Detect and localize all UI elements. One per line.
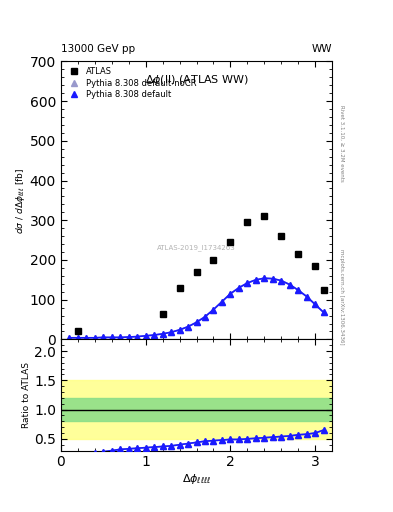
ATLAS [75, 328, 80, 334]
Pythia 8.308 default-noCR [211, 307, 216, 313]
Pythia 8.308 default [67, 335, 72, 341]
Pythia 8.308 default [296, 287, 301, 293]
Pythia 8.308 default [169, 329, 173, 335]
Pythia 8.308 default [270, 275, 275, 282]
Pythia 8.308 default [211, 307, 216, 313]
Pythia 8.308 default [253, 277, 258, 283]
Pythia 8.308 default [304, 293, 309, 300]
ATLAS [177, 285, 182, 291]
Pythia 8.308 default-noCR [313, 302, 318, 308]
Text: mcplots.cern.ch [arXiv:1306.3436]: mcplots.cern.ch [arXiv:1306.3436] [339, 249, 344, 345]
Pythia 8.308 default-noCR [287, 282, 292, 288]
Pythia 8.308 default [321, 309, 326, 315]
ATLAS [194, 269, 199, 275]
Line: Pythia 8.308 default: Pythia 8.308 default [66, 275, 327, 340]
Pythia 8.308 default-noCR [228, 291, 233, 297]
Pythia 8.308 default [109, 334, 114, 340]
Pythia 8.308 default [279, 278, 284, 284]
Pythia 8.308 default-noCR [262, 275, 266, 281]
Pythia 8.308 default-noCR [279, 278, 284, 284]
Pythia 8.308 default [127, 334, 131, 340]
Pythia 8.308 default [92, 335, 97, 341]
ATLAS [321, 287, 326, 293]
Pythia 8.308 default-noCR [185, 324, 190, 330]
Pythia 8.308 default-noCR [304, 293, 309, 300]
Pythia 8.308 default [84, 335, 89, 341]
Pythia 8.308 default [101, 334, 106, 340]
Pythia 8.308 default [185, 324, 190, 330]
Pythia 8.308 default-noCR [220, 298, 224, 305]
Legend: ATLAS, Pythia 8.308 default-noCR, Pythia 8.308 default: ATLAS, Pythia 8.308 default-noCR, Pythia… [65, 66, 198, 101]
Pythia 8.308 default [160, 331, 165, 337]
ATLAS [313, 263, 318, 269]
Pythia 8.308 default-noCR [143, 333, 148, 339]
Pythia 8.308 default-noCR [253, 277, 258, 283]
Y-axis label: Ratio to ATLAS: Ratio to ATLAS [22, 362, 31, 428]
Pythia 8.308 default [194, 319, 199, 326]
Text: WW: WW [312, 44, 332, 54]
Pythia 8.308 default-noCR [135, 333, 140, 339]
Pythia 8.308 default [143, 333, 148, 339]
Pythia 8.308 default-noCR [321, 309, 326, 315]
Pythia 8.308 default-noCR [127, 334, 131, 340]
Pythia 8.308 default [152, 332, 156, 338]
Pythia 8.308 default-noCR [118, 334, 123, 340]
Bar [61, 380, 332, 439]
ATLAS [296, 251, 301, 257]
Pythia 8.308 default-noCR [169, 329, 173, 335]
ATLAS [228, 239, 233, 245]
Pythia 8.308 default-noCR [101, 334, 106, 340]
Pythia 8.308 default-noCR [194, 319, 199, 326]
Text: Rivet 3.1.10, ≥ 3.2M events: Rivet 3.1.10, ≥ 3.2M events [339, 105, 344, 182]
Pythia 8.308 default [177, 327, 182, 333]
Bar [61, 398, 332, 421]
Pythia 8.308 default-noCR [296, 287, 301, 293]
Pythia 8.308 default [262, 275, 266, 281]
Pythia 8.308 default [220, 298, 224, 305]
Text: ATLAS-2019_I1734263: ATLAS-2019_I1734263 [157, 244, 236, 251]
Pythia 8.308 default-noCR [92, 335, 97, 341]
Pythia 8.308 default-noCR [75, 335, 80, 341]
Pythia 8.308 default [203, 314, 208, 320]
Pythia 8.308 default [245, 280, 250, 286]
Pythia 8.308 default-noCR [203, 314, 208, 320]
ATLAS [262, 213, 266, 219]
ATLAS [245, 219, 250, 225]
Pythia 8.308 default [287, 282, 292, 288]
Text: 13000 GeV pp: 13000 GeV pp [61, 44, 135, 54]
ATLAS [211, 257, 216, 263]
ATLAS [160, 310, 165, 316]
Pythia 8.308 default-noCR [84, 335, 89, 341]
Pythia 8.308 default-noCR [245, 280, 250, 286]
Line: Pythia 8.308 default-noCR: Pythia 8.308 default-noCR [66, 275, 327, 340]
Pythia 8.308 default-noCR [160, 331, 165, 337]
Pythia 8.308 default-noCR [109, 334, 114, 340]
ATLAS [279, 233, 284, 239]
Pythia 8.308 default [228, 291, 233, 297]
Pythia 8.308 default [75, 335, 80, 341]
Pythia 8.308 default [118, 334, 123, 340]
X-axis label: $\Delta\phi_{\ell\ell\ell\ell}$: $\Delta\phi_{\ell\ell\ell\ell}$ [182, 472, 211, 486]
Pythia 8.308 default-noCR [67, 335, 72, 341]
Pythia 8.308 default [313, 302, 318, 308]
Pythia 8.308 default-noCR [152, 332, 156, 338]
Pythia 8.308 default [237, 285, 241, 291]
Pythia 8.308 default-noCR [270, 275, 275, 282]
Pythia 8.308 default-noCR [177, 327, 182, 333]
Pythia 8.308 default-noCR [237, 285, 241, 291]
Line: ATLAS: ATLAS [74, 213, 327, 334]
Text: $\Delta\phi$(ll) (ATLAS WW): $\Delta\phi$(ll) (ATLAS WW) [145, 73, 248, 87]
Y-axis label: $d\sigma\ /\ d\Delta\phi_{\ell\ell\ell}\ \mathrm{[fb]}$: $d\sigma\ /\ d\Delta\phi_{\ell\ell\ell}\… [14, 167, 27, 233]
Pythia 8.308 default [135, 333, 140, 339]
